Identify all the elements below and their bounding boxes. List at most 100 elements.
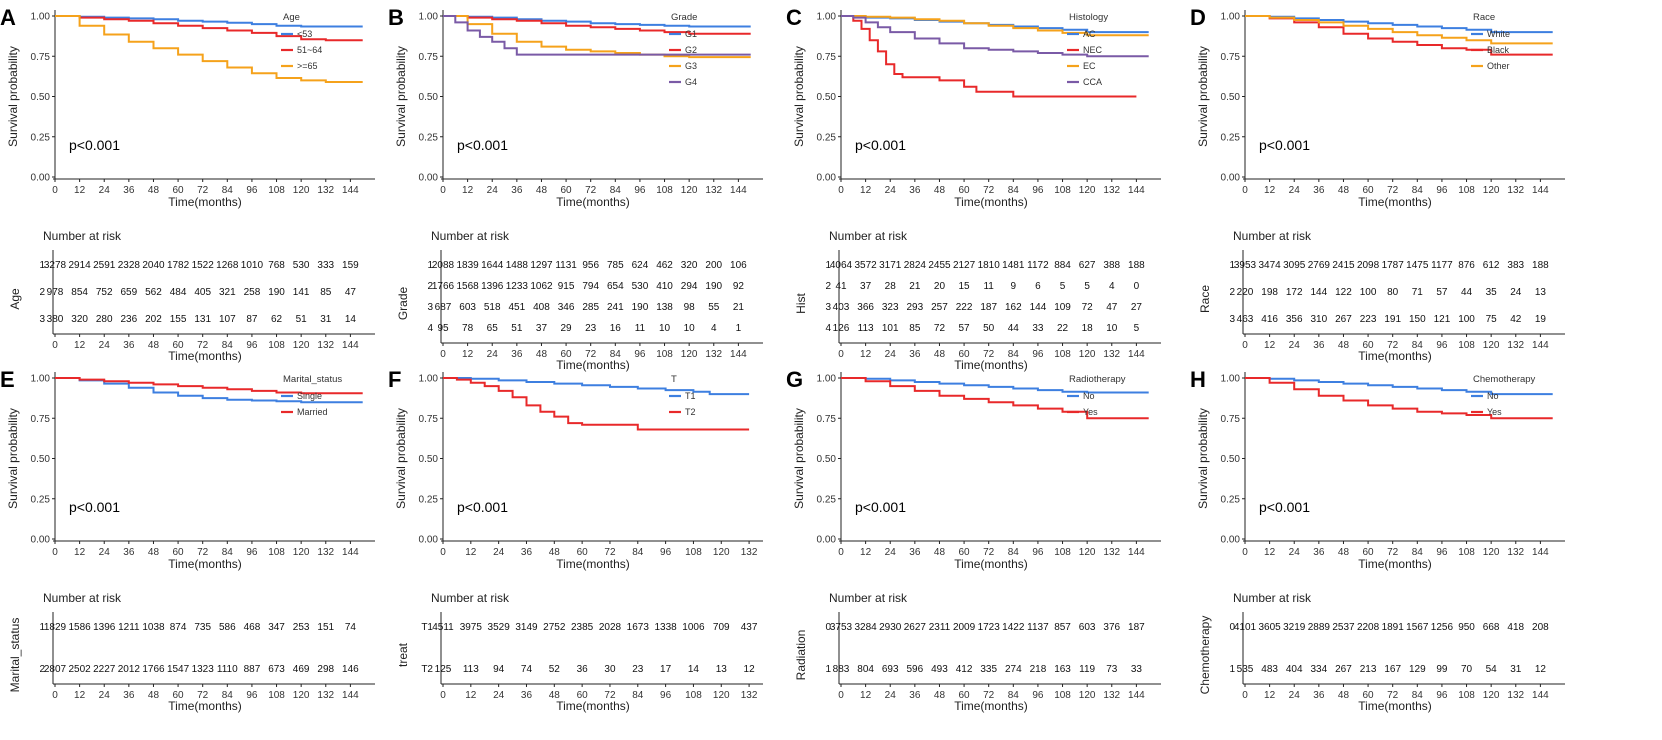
risk-x-tick-label: 12 [860,349,872,360]
risk-count: 191 [1384,314,1401,325]
legend-label: CCA [1083,77,1102,87]
risk-count: 2328 [118,260,141,271]
risk-count: 2627 [904,622,927,633]
risk-count: 35 [1486,287,1498,298]
y-tick-label: 0.50 [1221,454,1241,465]
risk-count: 1177 [1431,260,1453,271]
p-value: p<0.001 [855,499,906,515]
risk-count: 188 [1532,260,1549,271]
x-tick-label: 60 [1363,547,1375,558]
risk-count: 437 [741,622,758,633]
risk-count: 14 [345,314,357,325]
risk-count: 518 [484,302,501,313]
risk-count: 1323 [192,664,215,675]
risk-table-title: Number at risk [1233,591,1312,605]
x-tick-label: 24 [493,547,505,558]
x-tick-label: 132 [741,547,758,558]
risk-count: 37 [536,323,548,334]
x-tick-label: 144 [1128,547,1145,558]
x-tick-label: 84 [222,185,234,196]
risk-x-tick-label: 60 [173,340,185,351]
risk-x-tick-label: 60 [577,690,589,701]
x-tick-label: 132 [705,185,722,196]
risk-count: 874 [170,622,187,633]
panel-a: A0.000.250.500.751.000 12 24 36 48 60 72 84 96 10… [0,5,375,363]
x-tick-label: 0 [1242,547,1248,558]
y-tick-label: 0.00 [1221,173,1241,184]
risk-count: 3171 [879,260,902,271]
risk-count: 403 [833,302,850,313]
x-tick-label: 60 [959,185,971,196]
risk-count: 257 [931,302,948,313]
risk-x-tick-label: 96 [246,690,258,701]
risk-count: 3095 [1283,260,1306,271]
risk-table-title: Number at risk [43,229,122,243]
risk-x-tick-label: 84 [632,690,644,701]
y-axis-title: Survival probability [6,408,20,509]
risk-count: 1172 [1027,260,1049,271]
risk-count: 298 [317,664,334,675]
risk-count: 978 [47,287,64,298]
x-tick-label: 48 [148,185,160,196]
risk-x-tick-label: 144 [1128,349,1145,360]
risk-count: 530 [293,260,310,271]
risk-count: 2752 [543,622,566,633]
risk-count: 956 [582,260,599,271]
risk-strata-label: 1 [39,260,45,271]
risk-count: 950 [1458,622,1475,633]
risk-strata-label: 3 [1229,314,1235,325]
risk-strata-label: 0 [1229,622,1235,633]
risk-count: 612 [1483,260,1500,271]
survival-curve-cca [841,15,1149,58]
legend-label: AC [1083,29,1096,39]
risk-y-axis-title: Hist [794,293,808,314]
risk-count: 41 [835,281,847,292]
x-tick-label: 96 [1032,547,1044,558]
risk-count: 129 [1409,664,1426,675]
panel-b: B0.000.250.500.751.000 12 24 36 48 60 72 84 96 10… [388,5,763,372]
y-tick-label: 1.00 [419,374,439,385]
risk-count: 27 [1131,302,1143,313]
risk-count: 2502 [68,664,91,675]
panel-label: B [388,5,404,30]
x-tick-label: 144 [730,185,747,196]
x-tick-label: 84 [1412,185,1424,196]
x-tick-label: 0 [838,547,844,558]
x-tick-label: 84 [222,547,234,558]
risk-count: 3953 [1234,260,1257,271]
risk-count: 884 [1054,260,1071,271]
risk-count: 1782 [167,260,190,271]
x-tick-label: 36 [123,185,135,196]
risk-count: 5 [1134,323,1140,334]
risk-count: 190 [705,281,722,292]
risk-count: 19 [1535,314,1547,325]
risk-strata-label: 3 [427,302,433,313]
p-value: p<0.001 [457,137,508,153]
risk-count: 280 [96,314,113,325]
x-tick-label: 96 [1032,185,1044,196]
risk-count: 4 [1109,281,1115,292]
risk-count: 293 [907,302,924,313]
panel-f: F 0.00 0.25 0.50 0.75 1.00 0 12 24 36 48 60 72 84 96 10… [388,367,763,713]
risk-count: 17 [660,664,672,675]
risk-count: 187 [1128,622,1145,633]
risk-count: 3284 [854,622,877,633]
risk-count: 1 [736,323,742,334]
risk-strata-label: 3 [39,314,45,325]
x-tick-label: 144 [1532,547,1549,558]
risk-count: 380 [47,314,64,325]
y-tick-label: 0.00 [419,173,439,184]
risk-count: 23 [632,664,644,675]
risk-count: 22 [1057,323,1069,334]
risk-count: 333 [317,260,334,271]
risk-x-tick-label: 84 [222,690,234,701]
risk-count: 21 [733,302,745,313]
risk-x-tick-label: 144 [1532,340,1549,351]
risk-x-tick-label: 72 [1387,340,1399,351]
risk-x-tick-label: 120 [1079,690,1096,701]
survival-curve-no [1245,377,1553,396]
risk-x-tick-label: 96 [246,340,258,351]
risk-x-tick-label: 48 [934,349,946,360]
risk-strata-label: 4 [427,323,433,334]
x-tick-label: 12 [860,185,872,196]
